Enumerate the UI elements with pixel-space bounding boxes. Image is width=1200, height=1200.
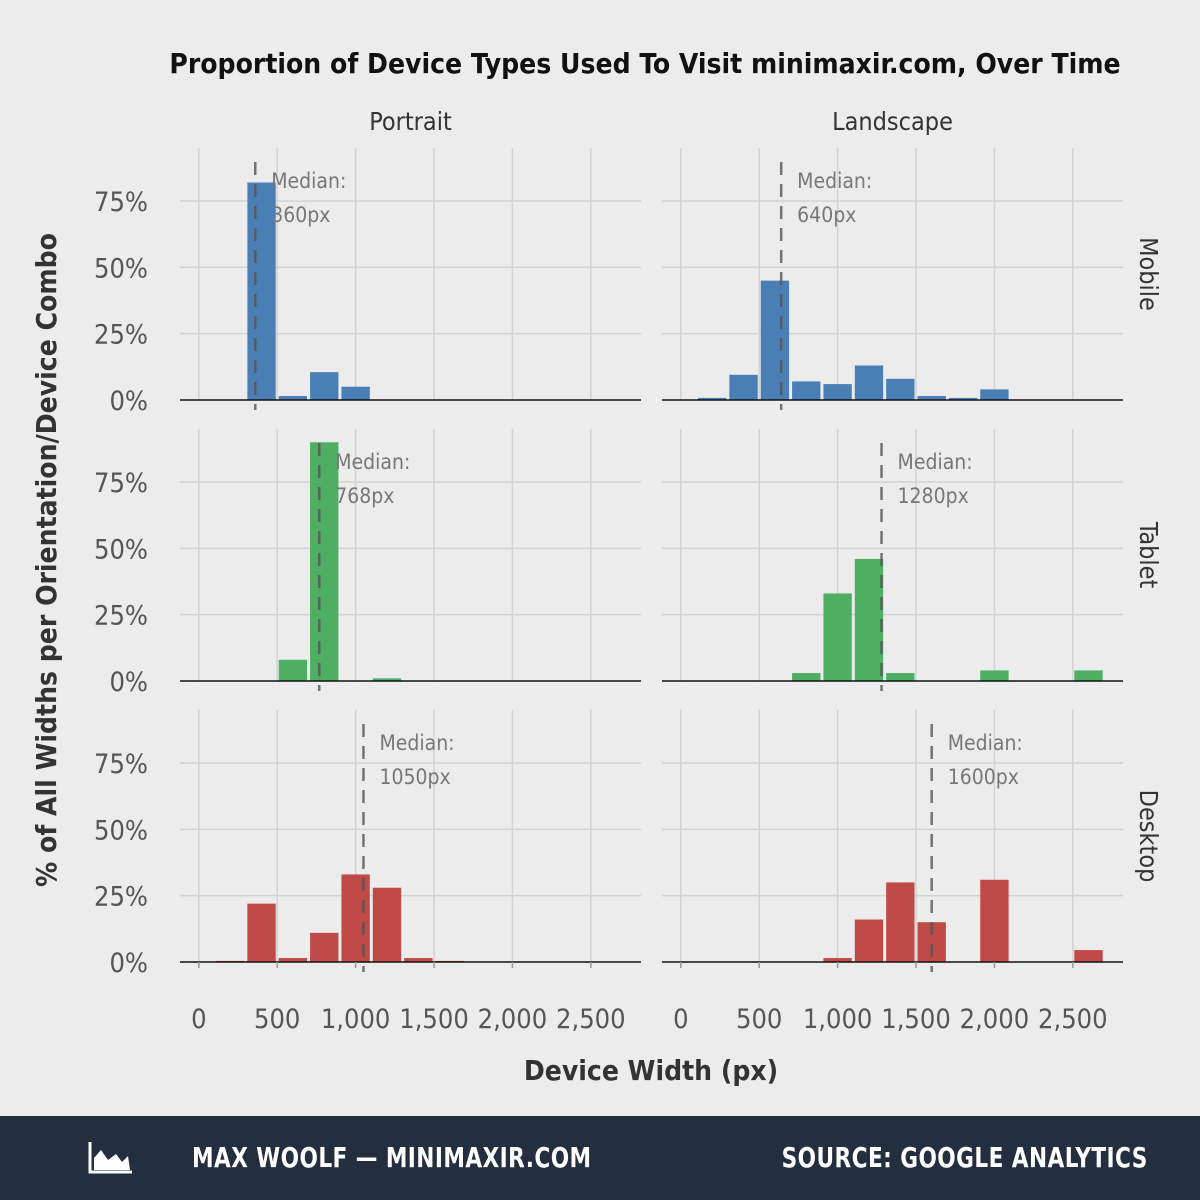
median-label-value: 1280px xyxy=(898,484,969,508)
histogram-bar xyxy=(1074,670,1103,681)
panel-portrait-desktop: Median: 1050px 0% 25% 50% 75% 0 500 1,000 1,500 2,… xyxy=(94,710,641,1035)
median-label-value: 360px xyxy=(271,203,330,227)
chart-title: Proportion of Device Types Used To Visit… xyxy=(169,47,1120,80)
histogram-bar xyxy=(729,374,758,400)
histogram-bar xyxy=(980,389,1009,400)
median-label-title: Median: xyxy=(797,169,872,193)
panel-portrait-tablet: Median: 768px 0% 25% 50% 75% xyxy=(94,429,641,698)
x-tick-label: 500 xyxy=(736,1004,782,1035)
y-tick-label: 25% xyxy=(94,601,148,632)
x-tick-label: 500 xyxy=(254,1004,300,1035)
x-tick-label: 1,000 xyxy=(321,1004,391,1035)
histogram-bar xyxy=(980,670,1009,681)
x-tick-label: 2,000 xyxy=(478,1004,548,1035)
y-tick-label: 50% xyxy=(94,253,148,284)
panel-background xyxy=(662,429,1123,681)
panel-landscape-mobile: Median: 640px xyxy=(662,148,1123,410)
panel-background xyxy=(662,148,1123,400)
panel-portrait-mobile: Median: 360px 0% 25% 50% 75% xyxy=(94,148,641,417)
histogram-bar xyxy=(886,882,915,962)
y-tick-label: 50% xyxy=(94,815,148,846)
facet-panels: Portrait Landscape Mobile Tablet Desktop Medi… xyxy=(94,107,1163,1035)
x-tick-label: 1,500 xyxy=(399,1004,469,1035)
y-tick-label: 0% xyxy=(109,386,148,417)
histogram-bar xyxy=(854,365,884,400)
histogram-bar xyxy=(310,932,339,962)
histogram-bar xyxy=(854,558,884,681)
x-tick-label: 2,500 xyxy=(556,1004,626,1035)
y-tick-label: 25% xyxy=(94,882,148,913)
histogram-bar xyxy=(886,673,915,681)
y-tick-label: 0% xyxy=(109,667,148,698)
histogram-bar xyxy=(247,182,276,400)
histogram-bar xyxy=(341,386,370,400)
median-label-title: Median: xyxy=(271,169,346,193)
strip-label-mobile: Mobile xyxy=(1134,237,1163,311)
y-axis-label: % of All Widths per Orientation/Device C… xyxy=(30,233,63,887)
strip-label-landscape: Landscape xyxy=(832,107,953,136)
histogram-bar xyxy=(760,280,790,400)
y-tick-label: 25% xyxy=(94,320,148,351)
histogram-bar xyxy=(886,378,915,400)
panel-background xyxy=(180,429,641,681)
median-label-title: Median: xyxy=(948,731,1023,755)
median-label-title: Median: xyxy=(335,450,410,474)
footer-source: SOURCE: GOOGLE ANALYTICS xyxy=(781,1141,1148,1174)
histogram-bar xyxy=(917,396,946,400)
area-chart-icon xyxy=(88,1142,132,1174)
strip-label-desktop: Desktop xyxy=(1134,790,1163,883)
x-tick-label: 0 xyxy=(673,1004,688,1035)
histogram-bar xyxy=(980,879,1009,962)
histogram-bar xyxy=(310,442,339,681)
y-tick-label: 75% xyxy=(94,749,148,780)
panel-landscape-desktop: Median: 1600px 0 500 1,000 1,500 2,000 2,500 xyxy=(662,710,1123,1035)
histogram-bar xyxy=(948,397,978,400)
histogram-bar xyxy=(341,874,370,962)
y-tick-label: 75% xyxy=(94,187,148,218)
x-tick-label: 2,000 xyxy=(960,1004,1030,1035)
median-label-value: 1600px xyxy=(948,765,1019,789)
histogram-bar xyxy=(278,659,308,681)
histogram-bar xyxy=(404,958,433,962)
histogram-bar xyxy=(278,958,308,962)
strip-label-portrait: Portrait xyxy=(369,107,452,136)
median-label-title: Median: xyxy=(379,731,454,755)
y-tick-label: 0% xyxy=(109,948,148,979)
median-label-value: 1050px xyxy=(379,765,450,789)
x-tick-label: 1,000 xyxy=(803,1004,873,1035)
histogram-bar xyxy=(247,903,276,962)
x-axis-label: Device Width (px) xyxy=(524,1054,778,1087)
histogram-bar xyxy=(792,673,821,681)
strip-label-tablet: Tablet xyxy=(1134,521,1163,589)
y-tick-label: 50% xyxy=(94,534,148,565)
histogram-bar xyxy=(823,958,852,962)
histogram-bar xyxy=(854,919,884,962)
median-label-value: 768px xyxy=(335,484,394,508)
x-tick-label: 2,500 xyxy=(1038,1004,1108,1035)
histogram-bar xyxy=(310,372,339,400)
footer-bar: MAX WOOLF — MINIMAXIR.COM SOURCE: GOOGLE… xyxy=(0,1116,1200,1200)
panel-landscape-tablet: Median: 1280px xyxy=(662,429,1123,691)
histogram-bar xyxy=(1074,950,1103,962)
histogram-bar xyxy=(372,678,402,681)
x-tick-label: 0 xyxy=(191,1004,206,1035)
histogram-bar xyxy=(823,593,852,681)
median-label-title: Median: xyxy=(898,450,973,474)
faceted-histogram-chart: Proportion of Device Types Used To Visit… xyxy=(30,47,1163,1087)
histogram-bar xyxy=(697,397,727,400)
x-tick-label: 1,500 xyxy=(881,1004,951,1035)
y-tick-label: 75% xyxy=(94,468,148,499)
histogram-bar xyxy=(278,396,308,400)
footer-author: MAX WOOLF — MINIMAXIR.COM xyxy=(192,1141,592,1174)
histogram-bar xyxy=(823,384,852,400)
median-label-value: 640px xyxy=(797,203,856,227)
histogram-bar xyxy=(372,887,402,962)
histogram-bar xyxy=(792,381,821,400)
